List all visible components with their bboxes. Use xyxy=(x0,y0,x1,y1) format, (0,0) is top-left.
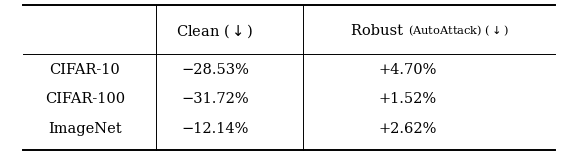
Text: CIFAR-10: CIFAR-10 xyxy=(49,63,120,77)
Text: Robust: Robust xyxy=(351,24,408,38)
Text: −31.72%: −31.72% xyxy=(181,92,249,106)
Text: ImageNet: ImageNet xyxy=(48,122,122,136)
Text: +1.52%: +1.52% xyxy=(379,92,436,106)
Text: CIFAR-100: CIFAR-100 xyxy=(45,92,125,106)
Text: −12.14%: −12.14% xyxy=(181,122,249,136)
Text: −28.53%: −28.53% xyxy=(181,63,249,77)
Text: (AutoAttack) ($\downarrow$): (AutoAttack) ($\downarrow$) xyxy=(408,24,508,38)
Text: Clean ($\downarrow$): Clean ($\downarrow$) xyxy=(176,22,254,40)
Text: +2.62%: +2.62% xyxy=(378,122,437,136)
Text: +4.70%: +4.70% xyxy=(378,63,437,77)
